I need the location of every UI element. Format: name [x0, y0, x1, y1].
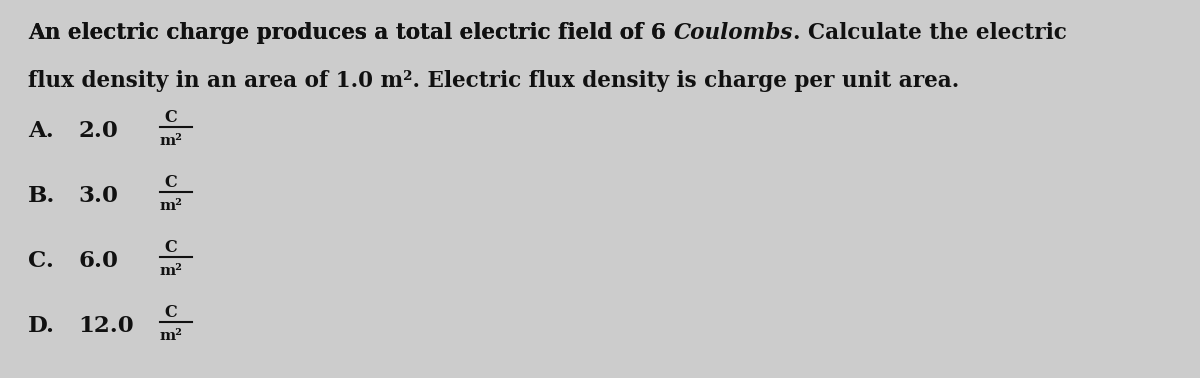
Text: C: C — [164, 174, 176, 191]
Text: flux density in an area of 1.0 m². Electric flux density is charge per unit area: flux density in an area of 1.0 m². Elect… — [28, 70, 959, 92]
Text: 12.0: 12.0 — [78, 315, 133, 337]
Text: C: C — [164, 304, 176, 321]
Text: C: C — [164, 239, 176, 256]
Text: 6.0: 6.0 — [78, 250, 118, 272]
Text: m²: m² — [160, 329, 182, 343]
Text: An electric charge produces a total electric field of 6: An electric charge produces a total elec… — [28, 22, 673, 44]
Text: Coulombs: Coulombs — [673, 22, 793, 44]
Text: An electric charge produces a total electric field of 6: An electric charge produces a total elec… — [28, 22, 673, 44]
Text: C.: C. — [28, 250, 54, 272]
Text: D.: D. — [28, 315, 55, 337]
Text: C: C — [164, 109, 176, 126]
Text: m²: m² — [160, 199, 182, 213]
Text: B.: B. — [28, 185, 55, 207]
Text: . Calculate the electric: . Calculate the electric — [793, 22, 1067, 44]
Text: m²: m² — [160, 134, 182, 148]
Text: A.: A. — [28, 120, 54, 142]
Text: m²: m² — [160, 264, 182, 278]
Text: 3.0: 3.0 — [78, 185, 118, 207]
Text: 2.0: 2.0 — [78, 120, 118, 142]
